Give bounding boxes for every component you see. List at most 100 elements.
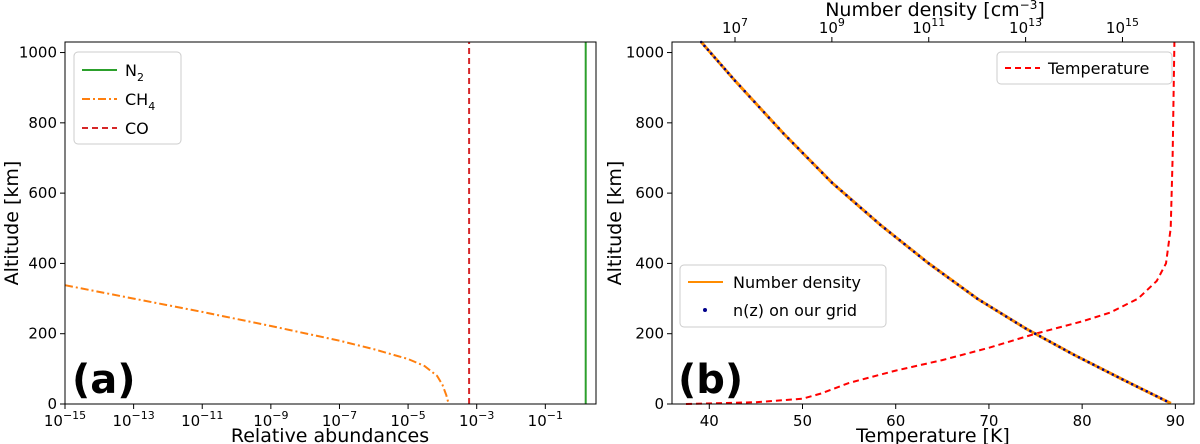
grid-point [753, 100, 756, 103]
panel-a-ticks: 10−15 10−13 10−11 10−9 10−7 10−5 10−3 10−1 0 200 4… [19, 44, 563, 430]
x-tick-label: 90 [1166, 412, 1185, 430]
grid-point [1101, 368, 1105, 371]
grid-point [845, 193, 848, 197]
grid-point [706, 48, 710, 51]
x-tick-label: 10−13 [112, 409, 154, 430]
grid-point [1019, 324, 1023, 327]
grid-point [1034, 332, 1037, 336]
grid-point [767, 116, 771, 119]
panel-b-y-axis-label: Altitude [km] [604, 161, 626, 286]
y-tick-label: 0 [654, 395, 664, 413]
grid-point [908, 246, 911, 250]
grid-point [791, 141, 795, 145]
panel-b: 40 50 60 70 80 90 107 109 1011 1013 1015 0 200 400 600… [604, 0, 1195, 444]
grid-point [985, 303, 989, 306]
panel-b-x-axis-label: Temperature [K] [855, 425, 1010, 444]
x-tick-label: 10−7 [322, 409, 357, 430]
top-tick-label: 109 [819, 16, 845, 37]
grid-point [966, 290, 969, 293]
grid-point [820, 171, 824, 174]
grid-point [830, 181, 834, 184]
x-tick-label: 70 [979, 412, 998, 430]
panel-a-frame [64, 41, 597, 405]
top-tick-label: 1015 [1106, 16, 1139, 37]
grid-point [772, 121, 776, 125]
grid-point [879, 223, 882, 227]
x-tick-label: 10−5 [390, 409, 425, 430]
grid-point [1014, 321, 1018, 324]
grid-point [975, 297, 979, 300]
grid-point [946, 276, 950, 279]
grid-point [713, 56, 716, 59]
legend-label-temperature: Temperature [1047, 59, 1149, 78]
legend-label-co: CO [125, 119, 149, 138]
grid-point [703, 44, 706, 48]
grid-point [849, 198, 853, 201]
y-tick-label: 600 [28, 184, 57, 202]
grid-point [922, 258, 926, 261]
panel-b-legend-temperature: Temperature [996, 51, 1173, 85]
grid-point [1024, 327, 1027, 330]
grid-point [816, 166, 819, 170]
panel-b-plot-area [685, 40, 1176, 405]
grid-point [723, 67, 727, 71]
grid-point [1159, 397, 1163, 400]
grid-point [1009, 318, 1013, 321]
y-tick-label: 400 [28, 254, 57, 272]
grid-point [733, 79, 737, 82]
grid-point [942, 272, 945, 276]
grid-point [1004, 315, 1008, 318]
y-tick-label: 1000 [19, 44, 57, 62]
grid-point [990, 306, 993, 309]
grid-point [1038, 335, 1042, 338]
grid-point [738, 84, 742, 88]
grid-point [730, 75, 733, 79]
grid-point [1087, 360, 1090, 364]
legend-label-ch4: CH4 [125, 90, 155, 113]
panel-b-label: (b) [678, 357, 743, 403]
panel-b-top-axis-label: Number density [cm−3] [825, 0, 1045, 21]
grid-point [893, 235, 897, 238]
y-tick-label: 200 [28, 325, 57, 343]
y-tick-label: 800 [28, 114, 57, 132]
grid-point [1121, 378, 1124, 381]
grid-point [1135, 385, 1139, 388]
grid-point [1106, 370, 1110, 374]
panel-b-legend-density: Number density n(z) on our grid [679, 264, 887, 328]
legend-box [996, 51, 1173, 85]
grid-point [995, 309, 998, 312]
series-line-nd [700, 41, 1172, 405]
grid-point [743, 89, 746, 93]
grid-point [801, 151, 805, 155]
series-line-ch4 [64, 284, 450, 404]
grid-point [1063, 348, 1066, 351]
grid-point [859, 206, 863, 210]
grid-point [811, 161, 814, 165]
grid-point [716, 60, 720, 63]
grid-point [903, 242, 906, 246]
grid-point [1150, 392, 1153, 396]
grid-point [1043, 337, 1047, 341]
panel-b-frame [671, 41, 1195, 405]
top-tick-label: 1013 [1009, 16, 1042, 37]
legend-box [73, 51, 182, 145]
grid-point [883, 227, 887, 230]
grid-point [1096, 365, 1100, 369]
grid-point [1164, 399, 1168, 403]
grid-point [762, 111, 766, 114]
y-tick-label: 400 [635, 254, 664, 272]
y-tick-label: 800 [635, 114, 664, 132]
panel-a-plot-area [64, 42, 587, 404]
grid-point [898, 238, 901, 242]
grid-point [1072, 353, 1076, 357]
panel-a-y-axis-label: Altitude [km] [1, 161, 23, 286]
grid-point [937, 269, 940, 272]
grid-point [912, 250, 916, 254]
top-tick-label: 1011 [912, 16, 945, 37]
grid-point [854, 202, 858, 205]
grid-point [951, 279, 955, 283]
y-tick-label: 0 [47, 395, 57, 413]
grid-point [840, 189, 843, 193]
grid-point [980, 300, 984, 303]
x-tick-label: 60 [886, 412, 905, 430]
